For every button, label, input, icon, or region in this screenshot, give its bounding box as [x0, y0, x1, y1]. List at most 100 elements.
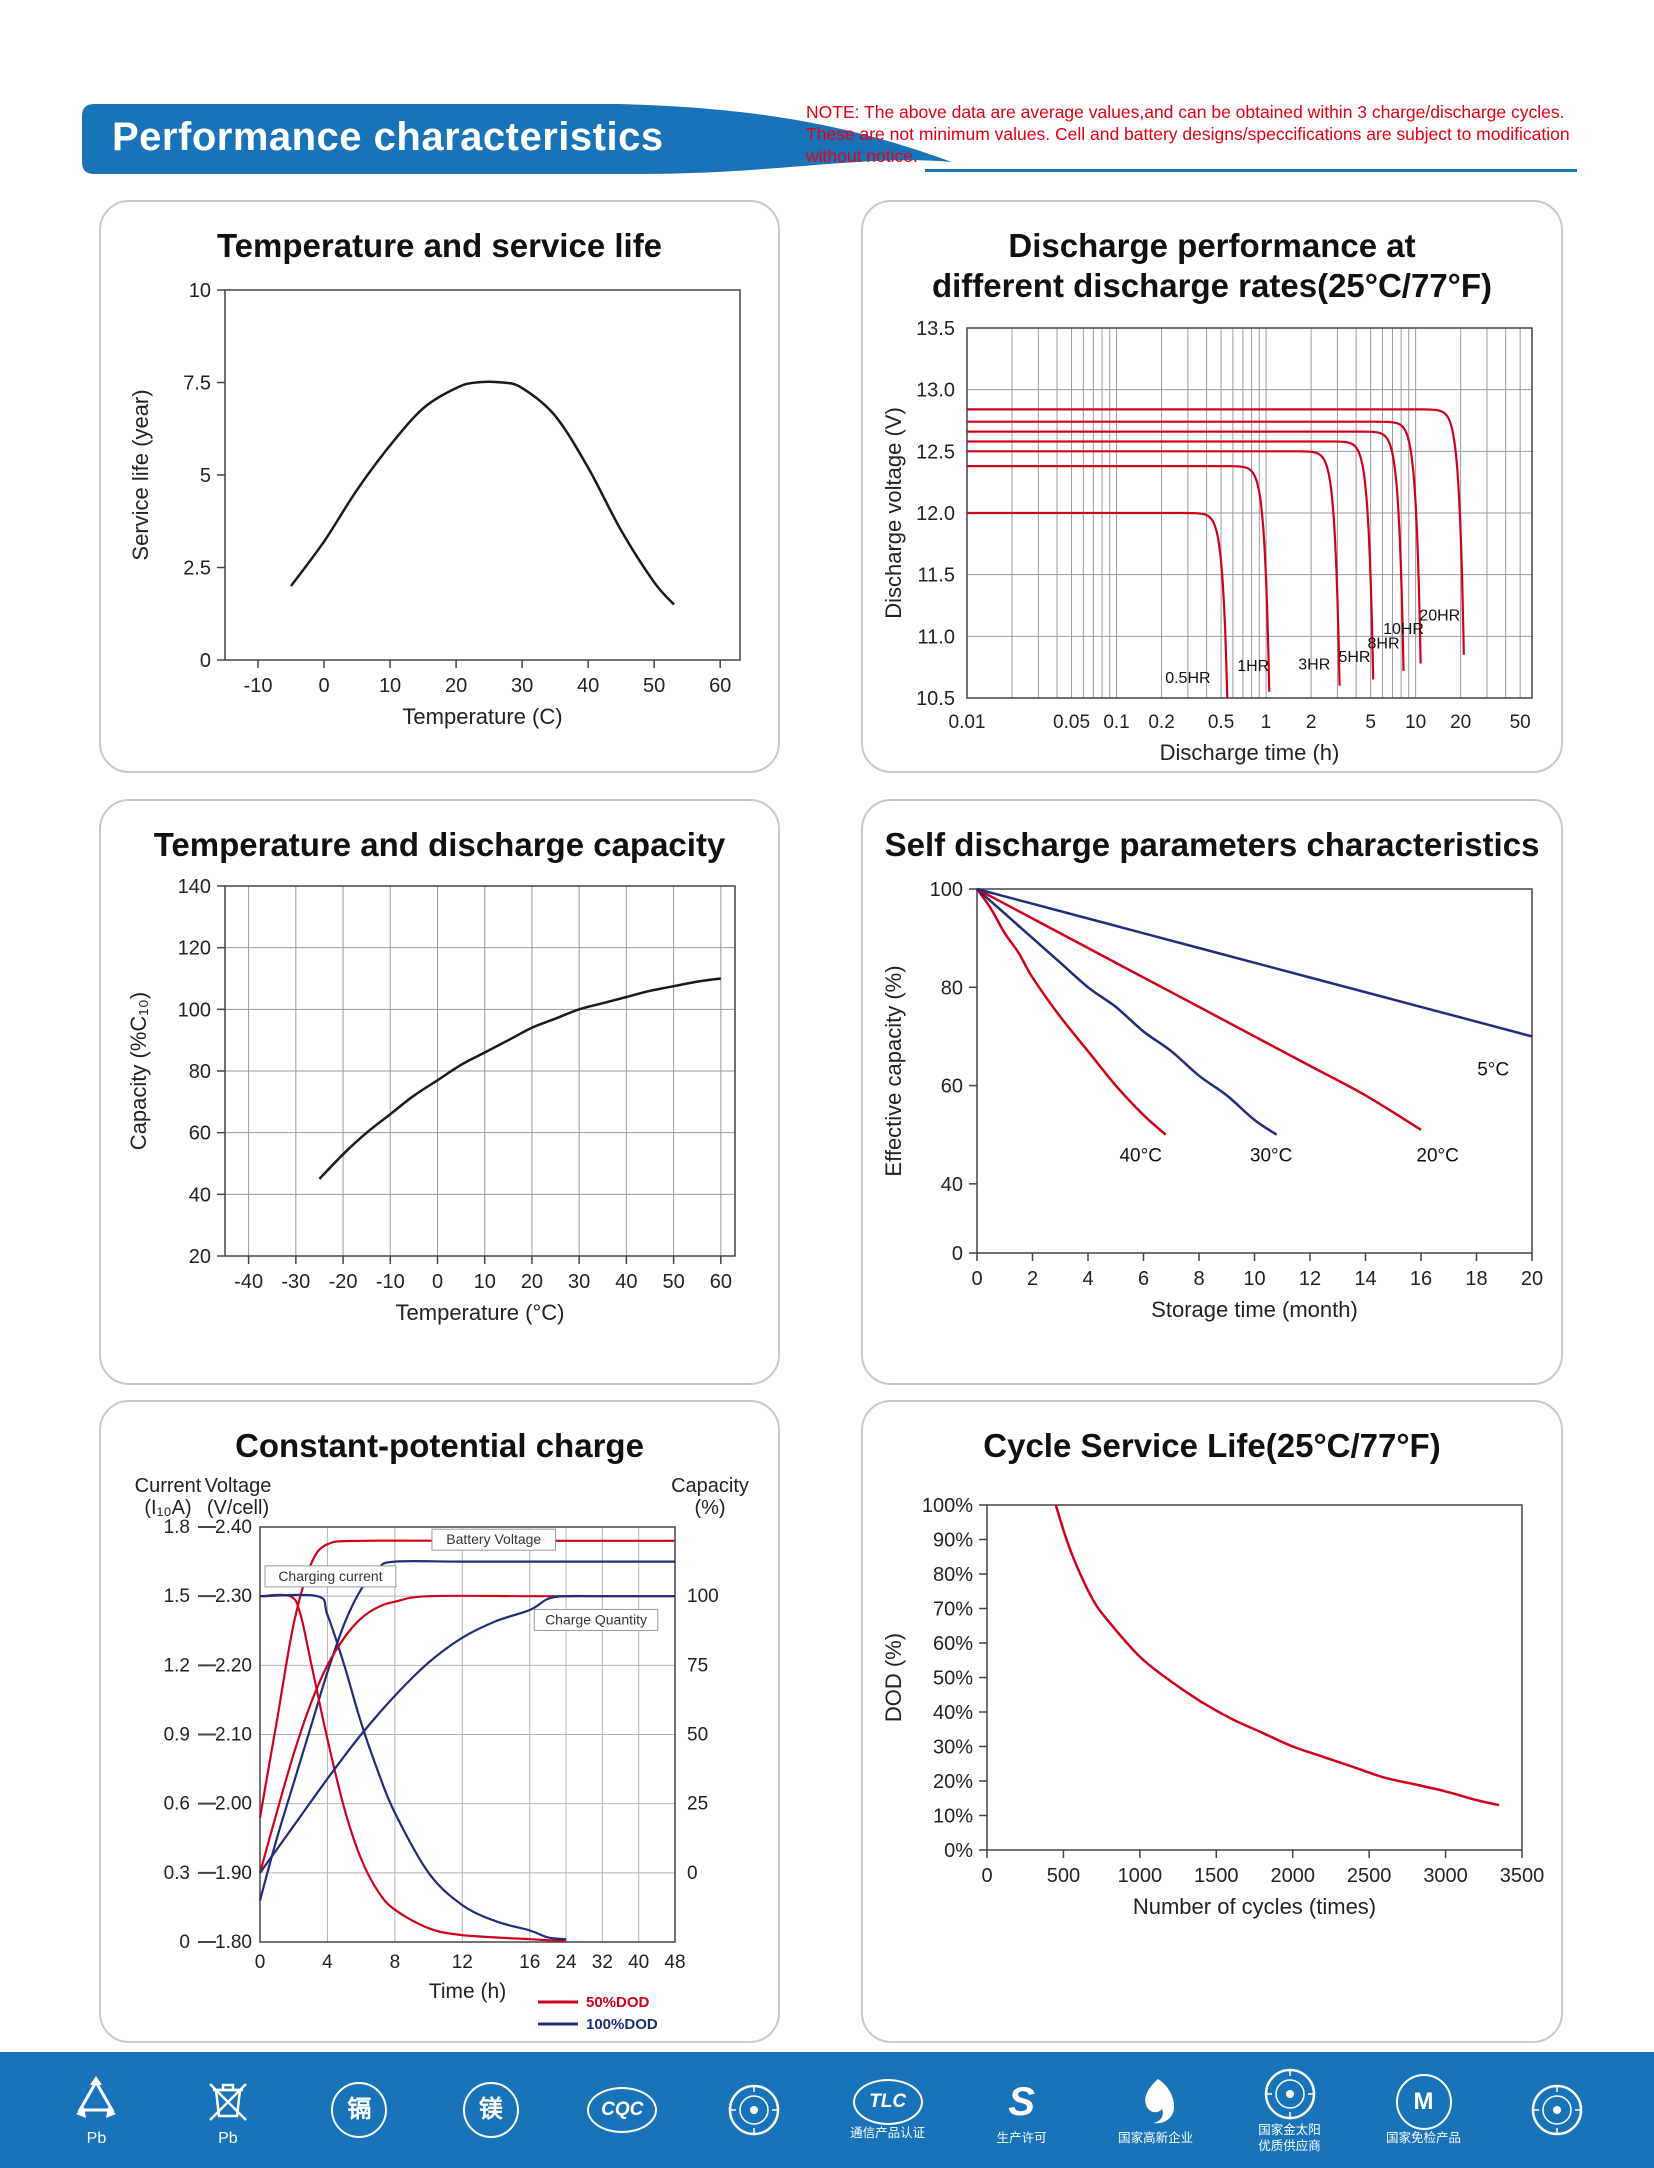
banner-swoosh — [82, 104, 952, 174]
svg-text:12.5: 12.5 — [916, 441, 955, 463]
svg-text:12: 12 — [451, 1952, 472, 1973]
svg-text:-30: -30 — [281, 1271, 310, 1293]
note-line: These are not minimum values. Cell and b… — [806, 123, 1570, 144]
china-quality-seal — [719, 2082, 789, 2138]
tlc-mark-caption: 通信产品认证 — [850, 2126, 926, 2141]
svg-text:20°C: 20°C — [1416, 1146, 1458, 1167]
svg-text:0.1: 0.1 — [1103, 712, 1129, 733]
svg-text:2.20: 2.20 — [215, 1656, 252, 1677]
svg-text:2.10: 2.10 — [215, 1725, 252, 1746]
chart-title: Self discharge parameters characteristic… — [884, 826, 1540, 863]
pb-disposal-mark-label: Pb — [218, 2130, 238, 2148]
svg-text:140: 140 — [177, 876, 210, 898]
svg-text:Number of cycles (times): Number of cycles (times) — [1133, 1894, 1376, 1919]
svg-text:Temperature (C): Temperature (C) — [402, 704, 562, 729]
svg-text:20: 20 — [444, 675, 466, 697]
svg-text:80: 80 — [188, 1061, 210, 1083]
svg-text:(V/cell): (V/cell) — [206, 1497, 268, 1519]
svg-text:1000: 1000 — [1118, 1865, 1163, 1887]
cycle-service-life-chart: 0 500 1000 1500 2000 2500 3000 3500 0% 10% 20% 30% 4… — [881, 1495, 1544, 1919]
svg-text:48: 48 — [664, 1952, 685, 1973]
hi-tech-enterprise-mark-icon — [1128, 2074, 1184, 2130]
note-line: NOTE: The above data are average values,… — [806, 102, 1565, 122]
svg-text:Battery Voltage: Battery Voltage — [446, 1531, 541, 1547]
svg-text:100: 100 — [687, 1586, 719, 1607]
svg-text:-10: -10 — [243, 675, 272, 697]
svg-text:50: 50 — [687, 1725, 708, 1746]
constant-potential-charge-chart: 1.801.902.002.102.202.302.4000.30.60.91.… — [134, 1475, 749, 2033]
pb-recycle-mark-label: Pb — [86, 2130, 107, 2148]
svg-text:0: 0 — [318, 675, 329, 697]
card-cycle-service-life: Cycle Service Life(25°C/77°F) 0 500 1000 15… — [861, 1400, 1563, 2043]
svg-text:80: 80 — [941, 978, 963, 1000]
svg-text:2.30: 2.30 — [215, 1586, 252, 1607]
golden-sun-mark-caption: 国家金太阳 — [1258, 2123, 1321, 2138]
svg-text:10: 10 — [188, 280, 210, 302]
inspection-exempt-mark-icon: M — [1395, 2074, 1452, 2131]
production-license-mark-icon: S — [1008, 2080, 1035, 2125]
svg-text:10HR: 10HR — [1383, 620, 1424, 637]
svg-text:500: 500 — [1047, 1865, 1080, 1887]
svg-text:14: 14 — [1354, 1268, 1376, 1290]
svg-text:25: 25 — [687, 1794, 708, 1815]
svg-text:2: 2 — [1306, 712, 1317, 733]
inspection-exempt-mark-caption: 国家免检产品 — [1386, 2131, 1462, 2146]
temperature-discharge-capacity-chart: -40 -30 -20 -10 0 10 20 30 40 50 60 20 40 60 80 100 120 1… — [126, 876, 736, 1325]
quality-seal-icon — [1529, 2082, 1585, 2138]
chart-title-line: different discharge rates(25°C/77°F) — [931, 267, 1493, 305]
svg-text:50: 50 — [643, 675, 665, 697]
svg-text:0: 0 — [179, 1932, 190, 1953]
svg-text:-20: -20 — [328, 1271, 357, 1293]
cadmium-mark: 镉 — [324, 2082, 394, 2138]
cqc-mark-icon: CQC — [587, 2087, 658, 2133]
svg-text:50%: 50% — [933, 1668, 973, 1690]
svg-text:40: 40 — [188, 1185, 210, 1207]
svg-text:Time (h): Time (h) — [428, 1980, 505, 2003]
svg-text:0: 0 — [199, 650, 210, 672]
svg-text:80%: 80% — [933, 1564, 973, 1586]
svg-text:4: 4 — [322, 1952, 333, 1973]
svg-text:60: 60 — [709, 1271, 731, 1293]
svg-text:10.5: 10.5 — [916, 688, 955, 710]
svg-text:30°C: 30°C — [1250, 1146, 1292, 1167]
svg-text:Capacity: Capacity — [671, 1475, 749, 1497]
cqc-mark: CQC — [587, 2087, 658, 2133]
card-discharge-performance: Discharge performance at different disch… — [861, 200, 1563, 773]
svg-text:2000: 2000 — [1270, 1865, 1315, 1887]
svg-text:120: 120 — [177, 938, 210, 960]
svg-text:7.5: 7.5 — [183, 373, 211, 395]
svg-text:5HR: 5HR — [1338, 649, 1370, 666]
svg-text:Capacity (%C₁₀): Capacity (%C₁₀) — [126, 992, 151, 1150]
quality-seal — [1522, 2082, 1592, 2138]
svg-text:2.40: 2.40 — [215, 1517, 252, 1538]
svg-text:50%DOD: 50%DOD — [586, 1994, 650, 2011]
discharge-performance-chart: 10.511.011.512.012.513.013.50.01 0.05 0.1 0… — [881, 318, 1533, 765]
svg-text:1.2: 1.2 — [163, 1656, 189, 1677]
svg-text:Discharge voltage (V): Discharge voltage (V) — [881, 407, 906, 619]
svg-text:3000: 3000 — [1423, 1865, 1468, 1887]
cadmium-mark-icon: 镉 — [331, 2082, 388, 2138]
svg-text:6: 6 — [1138, 1268, 1149, 1290]
china-quality-seal-icon — [726, 2082, 782, 2138]
svg-text:60%: 60% — [933, 1633, 973, 1655]
svg-text:8HR: 8HR — [1368, 635, 1400, 652]
svg-text:0.3: 0.3 — [163, 1863, 189, 1884]
svg-text:2.00: 2.00 — [215, 1794, 252, 1815]
svg-text:40: 40 — [577, 675, 599, 697]
svg-text:20%: 20% — [933, 1771, 973, 1793]
svg-text:-40: -40 — [234, 1271, 263, 1293]
svg-text:Charge Quantity: Charge Quantity — [545, 1612, 647, 1628]
svg-text:50: 50 — [1510, 712, 1531, 733]
svg-text:0: 0 — [971, 1268, 982, 1290]
self-discharge-chart: 0 2 4 6 8 10 12 14 16 18 20 100 80 60 40 0 Storage time … — [881, 879, 1543, 1322]
svg-text:20: 20 — [520, 1271, 542, 1293]
svg-text:Current: Current — [134, 1475, 201, 1497]
svg-text:2.5: 2.5 — [183, 558, 211, 580]
chart-title: Discharge performance at different disch… — [871, 226, 1553, 307]
card-constant-potential-charge: Constant-potential charge 1.80 1.90 2.00 2.… — [99, 1400, 780, 2043]
svg-text:0: 0 — [952, 1243, 963, 1265]
svg-text:(%): (%) — [694, 1497, 725, 1519]
svg-text:8: 8 — [389, 1952, 400, 1973]
svg-text:DOD (%): DOD (%) — [881, 1633, 906, 1722]
